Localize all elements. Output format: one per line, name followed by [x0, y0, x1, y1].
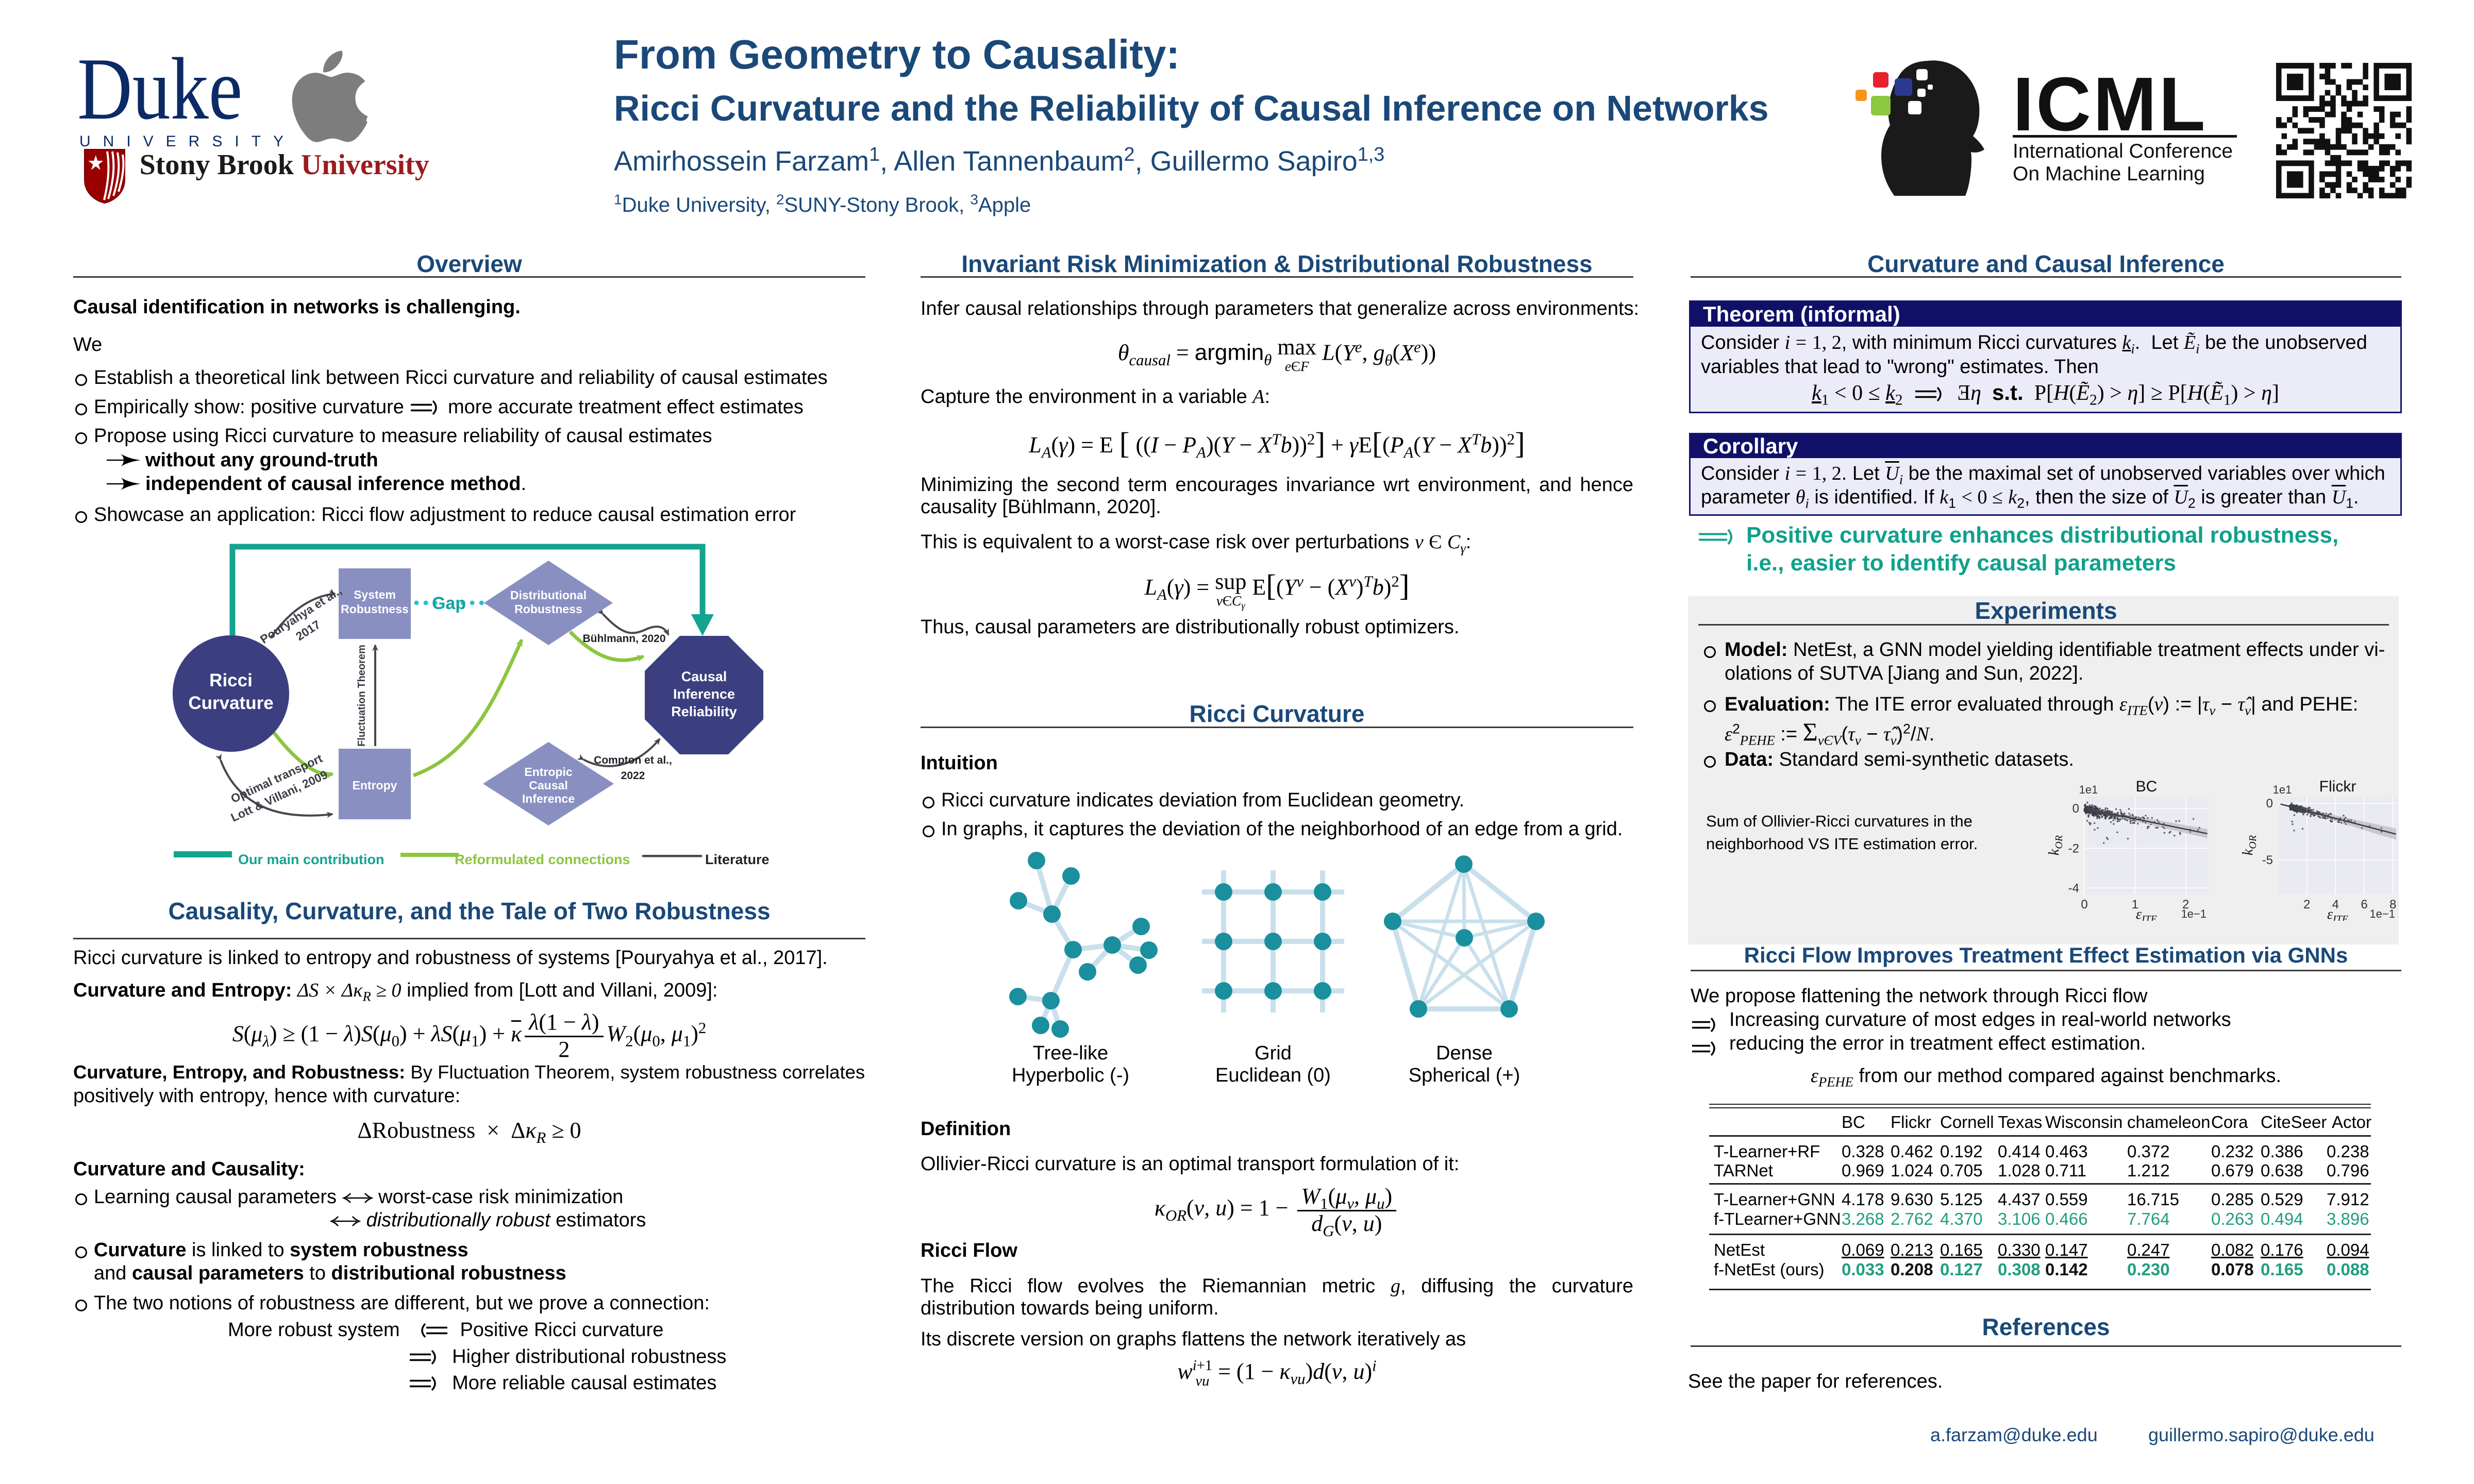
svg-text:-4: -4 — [2068, 881, 2079, 895]
svg-text:1e−1: 1e−1 — [2181, 907, 2206, 920]
svg-text:2022: 2022 — [621, 770, 645, 782]
svg-text:Compton et al.,: Compton et al., — [594, 754, 672, 766]
svg-text:0: 0 — [2081, 898, 2087, 912]
svg-text:Entropy: Entropy — [353, 779, 397, 792]
svg-text:1e1: 1e1 — [2273, 783, 2292, 796]
svg-text:Fluctuation Theorem: Fluctuation Theorem — [356, 645, 367, 747]
svg-text:Gap: Gap — [432, 594, 466, 613]
svg-text:2: 2 — [2182, 898, 2189, 912]
svg-text:BC: BC — [2136, 779, 2158, 795]
svg-text:System: System — [354, 588, 396, 601]
svg-text:4: 4 — [2332, 898, 2339, 912]
svg-text:Inference: Inference — [673, 686, 735, 702]
svg-text:Curvature: Curvature — [188, 693, 273, 713]
svg-text:Our main contribution: Our main contribution — [238, 852, 385, 867]
svg-text:-5: -5 — [2262, 853, 2273, 867]
svg-text:2: 2 — [2303, 898, 2310, 912]
svg-text:Flickr: Flickr — [2319, 779, 2356, 795]
svg-text:Reformulated connections: Reformulated connections — [455, 852, 630, 867]
svg-text:0: 0 — [2072, 802, 2079, 816]
svg-text:Causal: Causal — [529, 779, 567, 792]
svg-text:1e−1: 1e−1 — [2369, 907, 2395, 920]
svg-text:-2: -2 — [2068, 841, 2079, 855]
svg-text:Robustness: Robustness — [341, 602, 409, 616]
svg-text:Ricci: Ricci — [209, 670, 253, 690]
svg-text:Reliability: Reliability — [671, 704, 737, 719]
svg-text:Bühlmann, 2020: Bühlmann, 2020 — [582, 633, 665, 645]
svg-text:Entropic: Entropic — [524, 765, 572, 779]
svg-text:Robustness: Robustness — [514, 602, 582, 616]
svg-text:8: 8 — [2389, 898, 2396, 912]
svg-text:kOR: kOR — [2241, 835, 2259, 855]
svg-text:εITE: εITE — [2136, 906, 2157, 921]
svg-text:kOR: kOR — [2047, 835, 2065, 855]
svg-text:1e1: 1e1 — [2079, 783, 2098, 796]
svg-text:Inference: Inference — [522, 792, 575, 805]
svg-text:1: 1 — [2132, 898, 2138, 912]
svg-text:Causal: Causal — [681, 669, 727, 684]
svg-text:6: 6 — [2361, 898, 2367, 912]
svg-text:0: 0 — [2266, 797, 2273, 811]
svg-text:Distributional: Distributional — [510, 588, 587, 602]
svg-text:Literature: Literature — [705, 852, 770, 867]
